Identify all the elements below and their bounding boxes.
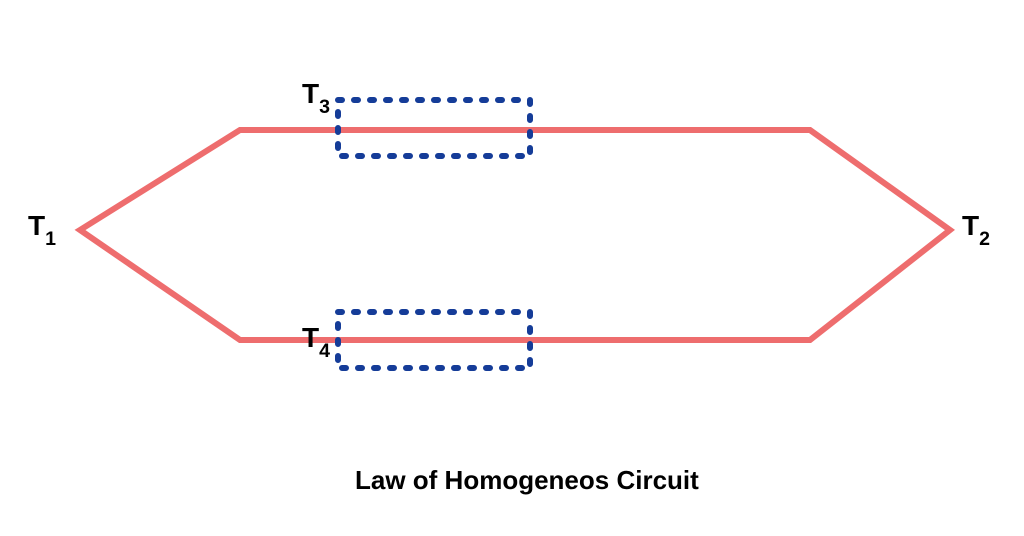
label-t4: T4 bbox=[302, 322, 330, 360]
circuit-hexagon bbox=[80, 130, 950, 340]
label-t2-base: T bbox=[962, 210, 979, 241]
diagram-svg bbox=[0, 0, 1024, 536]
label-t3: T3 bbox=[302, 78, 330, 116]
label-t1-sub: 1 bbox=[45, 228, 56, 250]
label-t3-base: T bbox=[302, 78, 319, 109]
label-t3-sub: 3 bbox=[319, 96, 330, 118]
label-t4-base: T bbox=[302, 322, 319, 353]
label-t2: T2 bbox=[962, 210, 990, 248]
label-t2-sub: 2 bbox=[979, 228, 990, 250]
label-t4-sub: 4 bbox=[319, 340, 330, 362]
diagram-caption: Law of Homogeneos Circuit bbox=[355, 465, 699, 496]
diagram-stage: T1 T2 T3 T4 Law of Homogeneos Circuit bbox=[0, 0, 1024, 536]
label-t1: T1 bbox=[28, 210, 56, 248]
label-t1-base: T bbox=[28, 210, 45, 241]
